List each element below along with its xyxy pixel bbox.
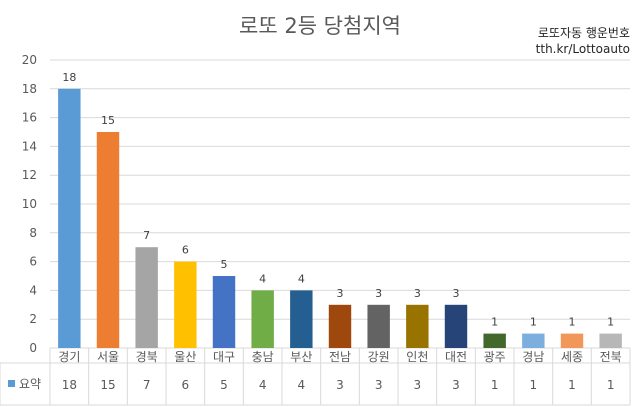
data-label: 1	[607, 316, 614, 329]
table-value: 3	[375, 378, 383, 392]
bar	[174, 261, 197, 348]
data-label: 1	[530, 316, 537, 329]
bar	[58, 88, 81, 349]
y-tick-label: 20	[22, 53, 37, 67]
table-value: 4	[298, 378, 306, 392]
table-value: 1	[607, 378, 615, 392]
y-tick-label: 18	[22, 82, 37, 96]
y-tick-label: 4	[29, 283, 37, 297]
bar	[328, 304, 352, 348]
table-value: 7	[143, 378, 151, 392]
y-tick-label: 0	[29, 341, 37, 355]
bar	[560, 333, 584, 348]
category-label: 경북	[136, 350, 158, 364]
category-label: 세종	[561, 350, 583, 364]
bar	[212, 276, 236, 348]
table-value: 1	[491, 378, 499, 392]
data-label: 3	[337, 287, 344, 300]
table-value: 3	[336, 378, 344, 392]
bar	[251, 290, 274, 348]
table-value: 18	[62, 378, 77, 392]
data-label: 3	[453, 287, 460, 300]
bar	[483, 333, 506, 348]
y-tick-label: 6	[29, 255, 37, 269]
bar	[96, 132, 120, 348]
table-value: 4	[259, 378, 267, 392]
category-label: 강원	[368, 350, 390, 364]
y-tick-label: 16	[22, 111, 37, 125]
category-label: 경남	[522, 350, 544, 364]
data-label: 5	[221, 258, 228, 271]
data-label: 7	[143, 229, 150, 242]
table-value: 1	[568, 378, 576, 392]
data-label: 15	[101, 114, 115, 127]
table-value: 5	[220, 378, 228, 392]
data-label: 1	[569, 316, 576, 329]
data-label: 3	[414, 287, 421, 300]
annotation-line-2: tth.kr/Lottoauto	[535, 42, 630, 56]
data-label: 6	[182, 244, 189, 257]
chart-title: 로또 2등 당첨지역	[239, 14, 401, 38]
table-value: 3	[452, 378, 460, 392]
category-label: 경기	[58, 350, 80, 364]
category-label: 전남	[329, 350, 351, 364]
bar	[522, 333, 545, 348]
y-tick-label: 8	[29, 226, 37, 240]
annotation-line-1: 로또자동 행운번호	[537, 26, 630, 40]
y-tick-label: 2	[29, 312, 37, 326]
data-label: 3	[375, 287, 382, 300]
category-label: 광주	[484, 350, 506, 364]
data-label: 18	[62, 71, 76, 84]
data-label: 4	[298, 272, 305, 285]
y-tick-label: 14	[22, 139, 37, 153]
category-label: 서울	[97, 350, 119, 364]
table-value: 6	[182, 378, 190, 392]
bar	[406, 304, 429, 348]
table-value: 3	[414, 378, 422, 392]
bar	[599, 333, 622, 348]
y-tick-label: 10	[22, 197, 37, 211]
bar	[444, 304, 468, 348]
category-label: 대전	[445, 350, 467, 364]
legend-key	[8, 380, 15, 387]
table-value: 15	[100, 378, 115, 392]
category-label: 울산	[174, 350, 196, 364]
bar	[290, 290, 313, 348]
bar	[367, 304, 390, 348]
category-label: 대구	[213, 350, 235, 364]
category-label: 인천	[406, 349, 428, 364]
bar	[135, 247, 158, 348]
category-label: 전북	[600, 350, 622, 364]
table-value: 1	[530, 378, 538, 392]
data-label: 4	[259, 272, 266, 285]
category-label: 부산	[290, 350, 312, 364]
y-tick-label: 12	[22, 168, 37, 182]
category-label: 충남	[252, 350, 274, 364]
data-label: 1	[491, 316, 498, 329]
series-name: 요약	[19, 376, 41, 391]
